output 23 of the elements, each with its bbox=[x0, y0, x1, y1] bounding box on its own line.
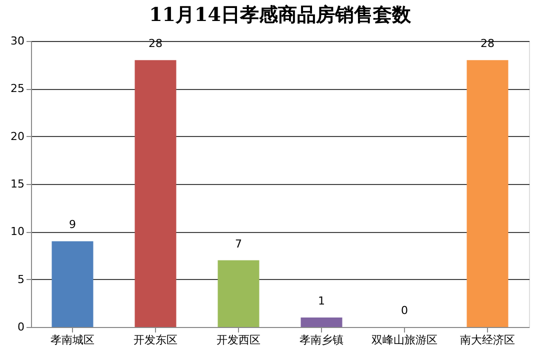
x-tick-label: 孝南城区 bbox=[50, 334, 94, 346]
chart-title: 11月14日孝感商品房销售套数 bbox=[149, 4, 412, 26]
y-tick-label: 15 bbox=[10, 178, 24, 190]
x-tick-label: 孝南乡镇 bbox=[300, 334, 344, 346]
x-tick-label: 开发西区 bbox=[216, 334, 260, 346]
y-tick-label: 20 bbox=[10, 130, 24, 143]
y-tick-label: 25 bbox=[10, 82, 24, 96]
data-label: 9 bbox=[69, 218, 76, 232]
data-label: 7 bbox=[235, 237, 242, 250]
y-tick-label: 30 bbox=[10, 34, 24, 48]
bar bbox=[52, 241, 94, 327]
x-tick-label: 双峰山旅游区 bbox=[372, 334, 438, 346]
bar bbox=[300, 317, 342, 327]
bar bbox=[134, 60, 176, 327]
data-label: 0 bbox=[401, 304, 408, 317]
bar bbox=[466, 60, 508, 327]
y-tick-label: 5 bbox=[18, 272, 24, 286]
y-tick-label: 0 bbox=[18, 320, 24, 334]
data-label: 1 bbox=[318, 294, 325, 308]
x-tick-label: 开发东区 bbox=[134, 334, 178, 346]
x-tick-label: 南大经济区 bbox=[460, 334, 515, 346]
bar bbox=[218, 260, 260, 327]
y-tick-label: 10 bbox=[10, 225, 24, 238]
